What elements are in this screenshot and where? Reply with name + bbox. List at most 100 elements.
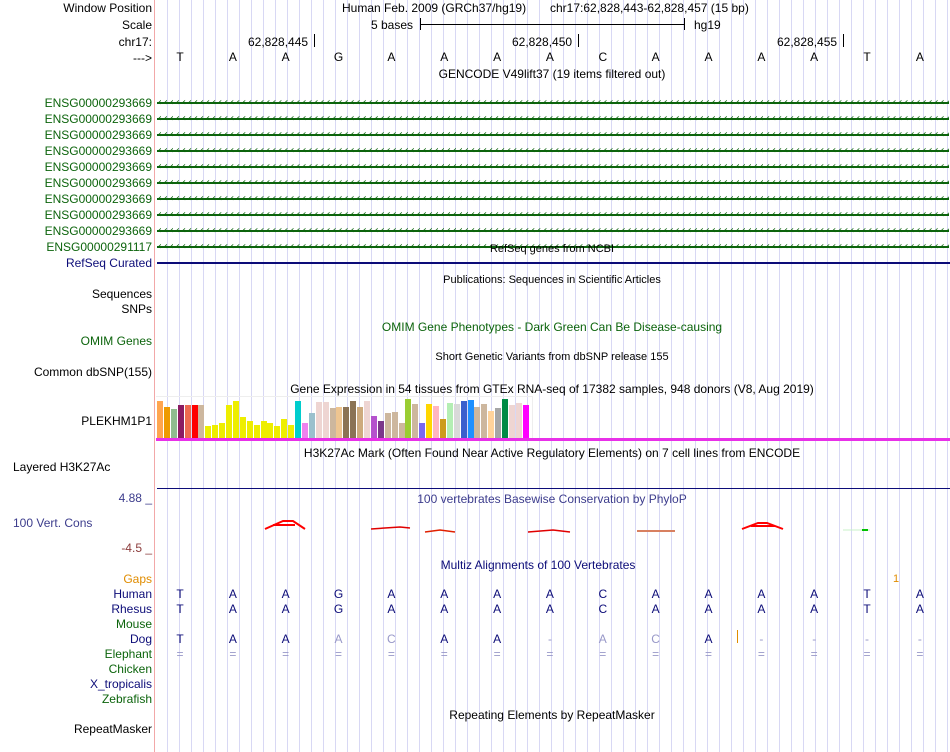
gene-label[interactable]: ENSG00000293669	[44, 224, 152, 238]
gtex-tissue-bar[interactable]	[163, 407, 170, 439]
repeatmasker-title[interactable]: Repeating Elements by RepeatMasker	[449, 708, 655, 722]
gtex-tissue-bar[interactable]	[205, 426, 212, 439]
gtex-tissue-bar[interactable]	[253, 425, 260, 439]
gtex-tissue-bar[interactable]	[502, 399, 508, 439]
gtex-tissue-bar[interactable]	[474, 407, 481, 439]
dbsnp-title[interactable]: Short Genetic Variants from dbSNP releas…	[435, 351, 669, 363]
gtex-tissue-bar[interactable]	[232, 401, 239, 439]
gene-feature[interactable]	[157, 102, 949, 104]
gtex-tissue-bar[interactable]	[212, 425, 219, 439]
gene-feature[interactable]	[157, 134, 949, 136]
gtex-tissue-bar[interactable]	[370, 416, 377, 439]
gtex-tissue-bar[interactable]	[377, 421, 384, 439]
gene-label[interactable]: ENSG00000293669	[44, 144, 152, 158]
species-label[interactable]: Dog	[129, 632, 152, 646]
species-label[interactable]: Elephant	[104, 647, 152, 661]
gene-feature[interactable]	[157, 118, 949, 120]
species-label[interactable]: Rhesus	[111, 602, 152, 616]
gtex-tissue-bar[interactable]	[419, 423, 426, 439]
gene-feature[interactable]	[157, 198, 949, 200]
gtex-tissue-bar[interactable]	[274, 426, 281, 439]
gtex-tissue-bar[interactable]	[170, 409, 177, 439]
gene-feature[interactable]	[157, 150, 949, 152]
gtex-tissue-bar[interactable]	[488, 411, 495, 439]
gtex-tissue-bar[interactable]	[226, 405, 232, 439]
gtex-tissue-bar[interactable]	[343, 407, 350, 439]
repeatmasker-label[interactable]: RepeatMasker	[73, 722, 152, 736]
gtex-tissue-bar[interactable]	[515, 403, 522, 439]
gtex-tissue-bar[interactable]	[315, 402, 322, 439]
species-label[interactable]: Human	[113, 587, 152, 601]
gtex-tissue-bar[interactable]	[157, 401, 163, 439]
species-label[interactable]: Mouse	[115, 617, 152, 631]
gtex-tissue-bar[interactable]	[364, 401, 370, 439]
gene-label[interactable]: ENSG00000293669	[44, 192, 152, 206]
gtex-tissue-bar[interactable]	[446, 403, 453, 439]
gtex-tissue-bar[interactable]	[384, 413, 391, 439]
species-label[interactable]: X_tropicalis	[89, 677, 152, 691]
gencode-title[interactable]: GENCODE V49lift37 (19 items filtered out…	[438, 67, 666, 81]
gtex-tissue-bar[interactable]	[405, 399, 412, 439]
gene-label[interactable]: ENSG00000293669	[44, 112, 152, 126]
gtex-tissue-bar[interactable]	[191, 405, 198, 439]
gtex-tissue-bar[interactable]	[426, 404, 433, 439]
h3k27ac-title[interactable]: H3K27Ac Mark (Often Found Near Active Re…	[303, 446, 801, 460]
gtex-tissue-bar[interactable]	[239, 417, 246, 439]
gtex-tissue-bar[interactable]	[267, 423, 274, 439]
gtex-tissue-bar[interactable]	[439, 419, 446, 439]
gtex-tissue-bar[interactable]	[301, 423, 308, 439]
gtex-tissue-bar[interactable]	[357, 407, 364, 439]
gtex-tissue-bar[interactable]	[508, 405, 515, 439]
strand-label[interactable]: --->	[133, 51, 152, 65]
multiz-title[interactable]: Multiz Alignments of 100 Vertebrates	[440, 558, 636, 572]
gene-label[interactable]: ENSG00000293669	[44, 96, 152, 110]
gtex-label[interactable]: PLEKHM1P1	[81, 414, 152, 428]
gtex-tissue-bar[interactable]	[246, 421, 253, 439]
gtex-tissue-bar[interactable]	[433, 406, 439, 439]
gtex-tissue-bar[interactable]	[329, 408, 336, 439]
omim-label[interactable]: OMIM Genes	[80, 334, 152, 348]
h3k27ac-label[interactable]: Layered H3K27Ac	[13, 460, 111, 474]
gtex-tissue-bar[interactable]	[295, 401, 301, 439]
gene-label[interactable]: ENSG00000293669	[44, 208, 152, 222]
gtex-tissue-bar[interactable]	[391, 412, 398, 439]
refseq-title[interactable]: RefSeq genes from NCBI	[489, 243, 615, 255]
gtex-title[interactable]: Gene Expression in 54 tissues from GTEx …	[290, 382, 814, 396]
gtex-tissue-bar[interactable]	[453, 404, 460, 439]
publications-title[interactable]: Publications: Sequences in Scientific Ar…	[443, 274, 661, 286]
species-label[interactable]: Chicken	[108, 662, 152, 676]
gtex-tissue-bar[interactable]	[198, 405, 205, 439]
gtex-tissue-bar[interactable]	[177, 405, 184, 439]
gtex-tissue-bar[interactable]	[308, 413, 315, 439]
refseq-feature[interactable]	[157, 262, 950, 264]
gtex-tissue-bar[interactable]	[522, 405, 529, 439]
omim-title[interactable]: OMIM Gene Phenotypes - Dark Green Can Be…	[381, 320, 723, 334]
gtex-tissue-bar[interactable]	[260, 421, 267, 439]
gtex-tissue-bar[interactable]	[281, 419, 288, 439]
gene-feature[interactable]	[157, 230, 949, 232]
phylop-graph[interactable]	[155, 515, 950, 540]
species-label[interactable]: Zebrafish	[101, 692, 152, 706]
refseq-label[interactable]: RefSeq Curated	[65, 256, 152, 270]
gene-feature[interactable]	[157, 246, 949, 248]
gtex-tissue-bar[interactable]	[336, 407, 343, 439]
gene-feature[interactable]	[157, 166, 949, 168]
gene-label[interactable]: ENSG00000293669	[44, 160, 152, 174]
gene-feature[interactable]	[157, 214, 949, 216]
insertion-marker[interactable]	[737, 630, 738, 643]
sequences-label[interactable]: Sequences	[91, 287, 152, 301]
gene-label[interactable]: ENSG00000293669	[44, 128, 152, 142]
phylop-title[interactable]: 100 vertebrates Basewise Conservation by…	[417, 492, 687, 506]
gtex-tissue-bar[interactable]	[322, 402, 329, 439]
gtex-tissue-bar[interactable]	[350, 401, 357, 439]
gtex-tissue-bar[interactable]	[481, 404, 488, 439]
gtex-tissue-bar[interactable]	[460, 401, 467, 439]
position-readout[interactable]: chr17:62,828,443-62,828,457 (15 bp)	[550, 1, 749, 15]
dbsnp-label[interactable]: Common dbSNP(155)	[33, 365, 152, 379]
gtex-tissue-bar[interactable]	[219, 423, 226, 439]
gene-label[interactable]: ENSG00000293669	[44, 176, 152, 190]
gaps-label[interactable]: Gaps	[123, 572, 152, 586]
gtex-tissue-bar[interactable]	[184, 405, 191, 439]
gtex-tissue-bar[interactable]	[412, 404, 419, 439]
snps-label[interactable]: SNPs	[121, 302, 152, 316]
